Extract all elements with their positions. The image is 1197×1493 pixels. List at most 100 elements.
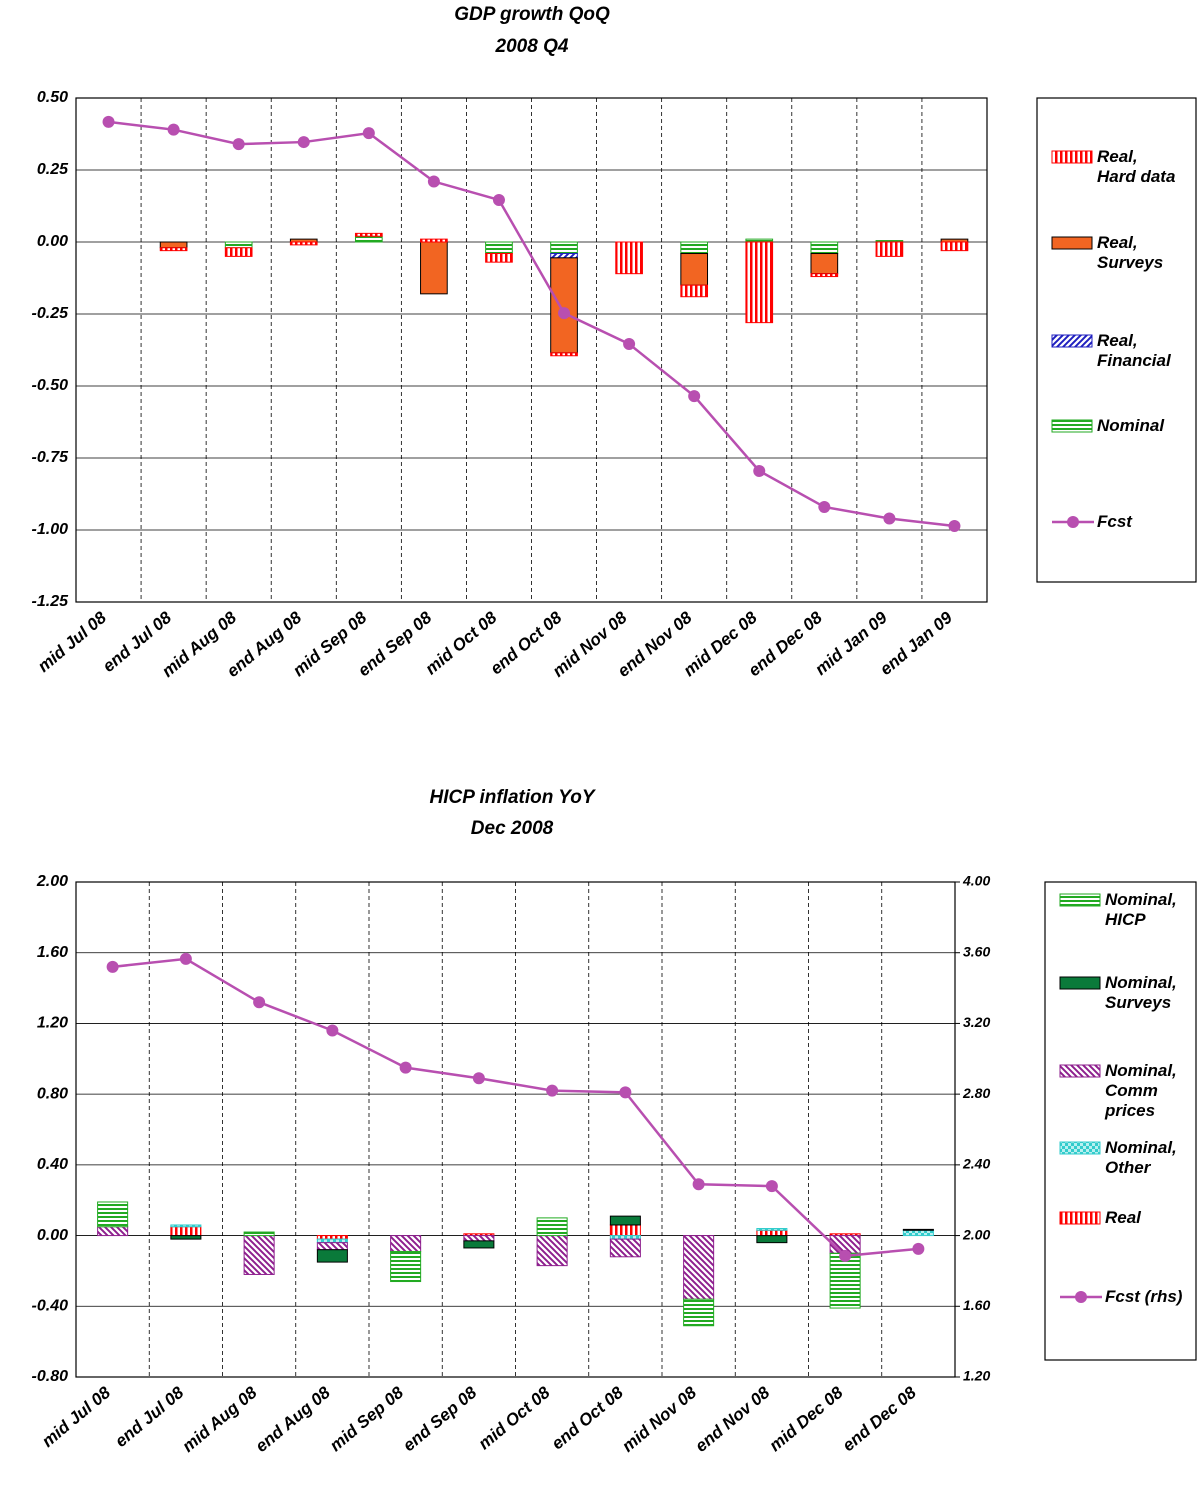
bar-segment xyxy=(680,253,709,286)
y-tick-label: -0.50 xyxy=(32,377,69,394)
bar-segment xyxy=(810,273,839,278)
point xyxy=(102,115,115,128)
bar-segment xyxy=(680,241,709,255)
bar-segment xyxy=(756,1229,788,1237)
bar-segment xyxy=(420,241,448,295)
bar-segment xyxy=(463,1240,495,1249)
y2-tick-label: 4.00 xyxy=(962,873,990,889)
bar-segment xyxy=(875,241,904,257)
y-tick-label: 0.50 xyxy=(37,89,68,106)
bar-segment xyxy=(354,232,383,237)
legend-swatch xyxy=(1051,334,1093,348)
line xyxy=(112,957,919,1258)
legend-label: Real xyxy=(1105,1208,1141,1227)
point xyxy=(492,193,505,206)
point xyxy=(362,127,375,140)
bar-segment xyxy=(550,352,578,357)
y-tick-label: 0.00 xyxy=(37,1227,68,1244)
bar-segment xyxy=(170,1235,202,1240)
y-tick-label: 0.25 xyxy=(37,161,69,178)
y2-tick-label: 3.20 xyxy=(963,1014,990,1030)
bar-segment xyxy=(550,241,578,255)
legend-swatch xyxy=(1051,150,1093,164)
bar-segment xyxy=(902,1228,934,1231)
legend-swatch xyxy=(1059,893,1101,907)
bar-segment xyxy=(243,1235,275,1275)
plot-frame xyxy=(75,881,956,1378)
bar-segment xyxy=(224,241,253,249)
y2-tick-label: 1.20 xyxy=(963,1368,990,1384)
bar-segment xyxy=(316,1238,348,1244)
legend-swatch xyxy=(1059,1211,1101,1225)
chart-subtitle: Dec 2008 xyxy=(471,818,554,839)
point xyxy=(818,500,831,513)
legend-label: Real, Financial xyxy=(1097,331,1171,370)
y-tick-label: -1.25 xyxy=(32,593,70,610)
bar-segment xyxy=(485,253,513,263)
bar-segment xyxy=(243,1231,275,1237)
bar-segment xyxy=(463,1235,495,1242)
x-tick-label: mid Aug 08 xyxy=(179,1383,261,1456)
point xyxy=(106,960,119,973)
bar-segment xyxy=(902,1229,934,1237)
x-tick-label: mid Dec 08 xyxy=(766,1383,847,1456)
bar-segment xyxy=(810,241,839,255)
y-tick-label: -0.25 xyxy=(32,305,70,322)
x-tick-label: end Nov 08 xyxy=(692,1383,774,1456)
point xyxy=(297,136,310,149)
point xyxy=(753,464,766,477)
bar-segment xyxy=(550,257,578,354)
point xyxy=(167,123,180,136)
x-tick-label: mid Jul 08 xyxy=(38,1383,114,1451)
point xyxy=(619,1086,632,1099)
bar-segment xyxy=(159,247,188,252)
bar-segment xyxy=(550,253,578,259)
x-tick-label: mid Nov 08 xyxy=(618,1383,700,1456)
bar-segment xyxy=(289,241,318,246)
legend-swatch xyxy=(1059,976,1101,990)
chart-subtitle: 2008 Q4 xyxy=(495,36,569,57)
legend-label: Nominal, Surveys xyxy=(1105,973,1177,1012)
bar-segment xyxy=(97,1201,129,1228)
bar-segment xyxy=(615,241,643,275)
y-tick-label: 0.00 xyxy=(37,233,68,250)
plot-frame xyxy=(75,97,988,603)
bar-segment xyxy=(609,1235,641,1240)
bar-segment xyxy=(316,1242,348,1251)
y2-tick-label: 2.80 xyxy=(962,1085,990,1101)
bar-segment xyxy=(159,241,188,249)
point xyxy=(232,138,245,151)
y2-tick-label: 1.60 xyxy=(963,1297,990,1313)
y-tick-label: 2.00 xyxy=(36,873,68,890)
legend-swatch xyxy=(1051,419,1093,433)
bar-segment xyxy=(536,1235,568,1267)
bar-segment xyxy=(224,247,253,257)
bar-segment xyxy=(756,1228,788,1231)
point xyxy=(427,175,440,188)
x-tick-label: end Aug 08 xyxy=(252,1383,334,1456)
bar-segment xyxy=(390,1250,422,1283)
bar-segment xyxy=(680,284,709,298)
chart-title: HICP inflation YoY xyxy=(429,787,596,808)
y2-tick-label: 2.40 xyxy=(962,1156,990,1172)
x-tick-label: end Jul 08 xyxy=(111,1383,187,1451)
y-tick-label: 1.20 xyxy=(37,1015,68,1032)
y-tick-label: -0.40 xyxy=(32,1298,69,1315)
point xyxy=(253,996,266,1009)
bar-segment xyxy=(316,1249,348,1263)
bar-segment xyxy=(683,1298,715,1327)
legend-label: Fcst xyxy=(1097,512,1132,531)
bar-segment xyxy=(940,241,969,252)
bar-segment xyxy=(316,1235,348,1240)
bar-segment xyxy=(609,1224,641,1237)
y-tick-label: 0.80 xyxy=(37,1085,68,1102)
x-tick-label: mid Oct 08 xyxy=(475,1383,554,1454)
point xyxy=(546,1084,559,1097)
x-tick-label: mid Sep 08 xyxy=(326,1383,407,1456)
legend-label: Real, Surveys xyxy=(1097,233,1164,272)
legend-label: Nominal, Comm prices xyxy=(1105,1061,1177,1120)
point xyxy=(558,307,571,320)
point xyxy=(912,1242,925,1255)
